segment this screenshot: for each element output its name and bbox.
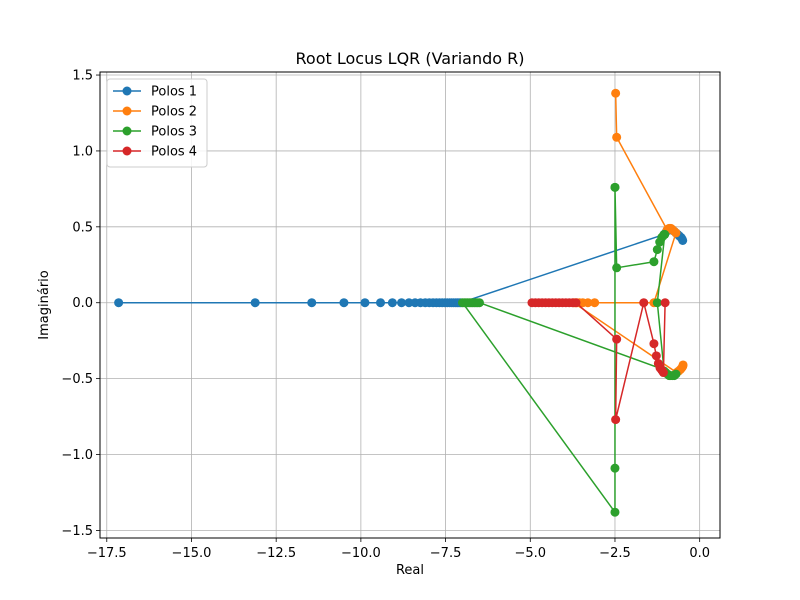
legend-marker <box>122 146 132 156</box>
legend-entry: Polos 1 <box>113 85 197 100</box>
y-tick-label: 1.0 <box>72 144 93 159</box>
y-tick-label: −1.5 <box>61 524 93 539</box>
y-tick-label: −0.5 <box>61 372 93 387</box>
y-tick-label: 1.5 <box>72 69 93 84</box>
y-axis-label: Imaginário <box>37 270 52 339</box>
legend-label: Polos 3 <box>151 125 197 140</box>
data-point <box>611 415 621 425</box>
data-point <box>307 298 317 308</box>
x-axis: −17.5 −15.0 −12.5 −10.0 −7.5 −5.0 −2.5 0.0 <box>87 538 710 561</box>
data-point <box>658 368 668 378</box>
x-tick-label: 0.0 <box>689 546 710 561</box>
data-point <box>651 351 661 361</box>
data-point <box>360 298 370 308</box>
legend: Polos 1 Polos 2 Polos 3 Polos 4 <box>106 78 208 168</box>
data-point <box>612 334 622 344</box>
y-tick-label: 0.0 <box>72 296 93 311</box>
data-point <box>671 369 681 379</box>
legend-label: Polos 2 <box>151 105 197 120</box>
x-tick-label: −10.0 <box>341 546 381 561</box>
data-point <box>610 463 620 473</box>
legend-marker <box>122 106 132 116</box>
data-point <box>678 235 688 245</box>
legend-box <box>106 78 208 168</box>
legend-label: Polos 4 <box>151 145 197 160</box>
legend-entry: Polos 2 <box>113 105 197 120</box>
x-tick-label: −7.5 <box>430 546 462 561</box>
x-tick-label: −5.0 <box>514 546 546 561</box>
x-tick-label: −17.5 <box>87 546 127 561</box>
y-tick-label: −1.0 <box>61 448 93 463</box>
series-4 <box>527 298 670 425</box>
legend-marker <box>122 86 132 96</box>
data-point <box>660 298 670 308</box>
legend-marker <box>122 126 132 136</box>
data-point <box>671 228 681 238</box>
legend-entry: Polos 3 <box>113 125 197 140</box>
data-point <box>571 298 581 308</box>
data-point <box>652 298 662 308</box>
data-point <box>612 263 622 273</box>
data-point <box>678 360 688 370</box>
data-point <box>649 339 659 349</box>
data-point <box>652 245 662 255</box>
data-point <box>610 182 620 192</box>
y-tick-label: 0.5 <box>72 220 93 235</box>
data-point <box>250 298 260 308</box>
data-point <box>114 298 124 308</box>
data-point <box>660 229 670 239</box>
data-point <box>610 507 620 517</box>
y-axis: −1.5 −1.0 −0.5 0.0 0.5 1.0 1.5 <box>61 69 100 539</box>
data-point <box>639 298 649 308</box>
plot-area: −17.5 −15.0 −12.5 −10.0 −7.5 −5.0 −2.5 0.0 −1.5… <box>61 69 721 561</box>
data-point <box>612 132 622 142</box>
x-tick-label: −15.0 <box>172 546 212 561</box>
data-point <box>590 298 600 308</box>
x-tick-label: −12.5 <box>256 546 296 561</box>
plot-frame <box>99 71 721 539</box>
data-point <box>611 88 621 98</box>
data-point <box>387 298 397 308</box>
legend-entry: Polos 4 <box>113 145 197 160</box>
data-point <box>376 298 386 308</box>
legend-label: Polos 1 <box>151 85 197 100</box>
chart-title: Root Locus LQR (Variando R) <box>296 49 525 68</box>
data-point <box>339 298 349 308</box>
x-axis-label: Real <box>396 563 424 578</box>
series-2 <box>569 88 688 378</box>
data-point <box>649 257 659 267</box>
x-tick-label: −2.5 <box>599 546 631 561</box>
series-layer <box>114 88 688 517</box>
data-point <box>397 298 407 308</box>
data-point <box>458 298 468 308</box>
